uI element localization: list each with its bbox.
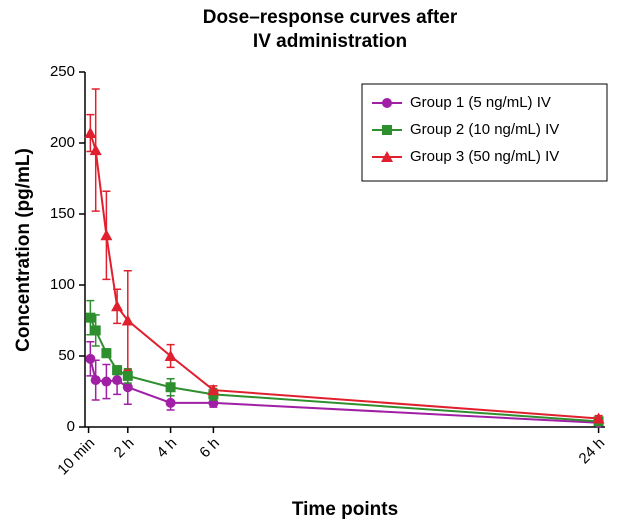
marker <box>382 125 392 135</box>
marker <box>122 370 133 381</box>
x-tick-label: 6 h <box>196 435 223 462</box>
legend-label: Group 3 (50 ng/mL) IV <box>410 148 559 165</box>
marker <box>100 229 113 241</box>
marker <box>89 144 102 156</box>
x-tick-label: 24 h <box>576 435 609 468</box>
legend-label: Group 2 (10 ng/mL) IV <box>410 121 559 138</box>
x-axis-label: Time points <box>292 499 398 520</box>
chart-title: IV administration <box>253 31 407 52</box>
y-tick-label: 100 <box>50 276 75 293</box>
y-axis-label: Concentration (pg/mL) <box>13 148 34 352</box>
marker <box>90 375 101 386</box>
y-tick-label: 250 <box>50 63 75 80</box>
marker <box>382 98 392 108</box>
marker <box>111 300 124 312</box>
y-tick-label: 50 <box>58 347 75 364</box>
marker <box>122 382 133 393</box>
marker <box>165 382 176 393</box>
x-tick-label: 2 h <box>111 435 138 462</box>
marker <box>381 151 393 162</box>
marker <box>101 376 112 387</box>
marker <box>207 384 220 396</box>
marker <box>165 397 176 408</box>
marker <box>592 412 605 424</box>
legend-label: Group 1 (5 ng/mL) IV <box>410 94 551 111</box>
x-tick-label: 10 min <box>54 435 98 479</box>
legend-box <box>361 83 608 182</box>
marker <box>112 365 123 376</box>
marker <box>164 350 177 361</box>
y-tick-label: 150 <box>50 205 75 222</box>
marker <box>84 127 97 139</box>
marker <box>90 325 101 336</box>
x-tick-label: 4 h <box>153 435 180 462</box>
marker <box>112 375 123 386</box>
marker <box>85 353 96 364</box>
chart-title: Dose–response curves after <box>203 7 458 28</box>
marker <box>121 314 134 326</box>
y-tick-label: 0 <box>67 418 75 435</box>
series-line <box>89 132 599 420</box>
marker <box>85 312 96 323</box>
y-tick-label: 200 <box>50 134 75 151</box>
marker <box>101 348 112 359</box>
